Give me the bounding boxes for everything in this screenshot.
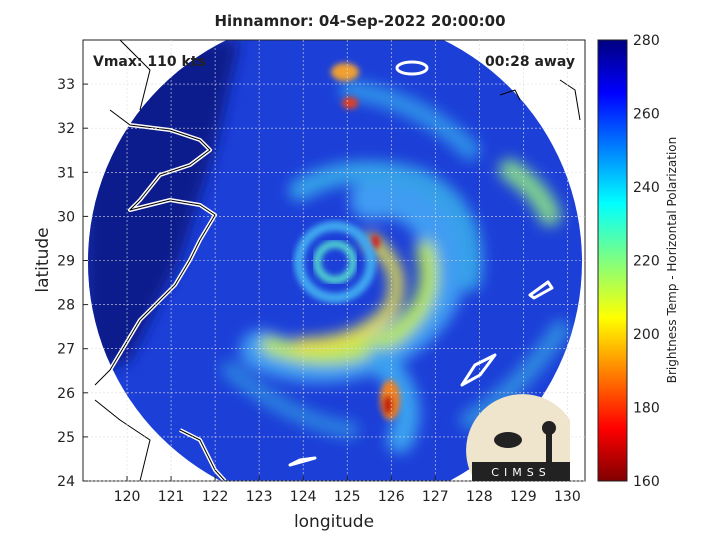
x-tick-label: 123 <box>246 489 273 505</box>
y-tick-label: 30 <box>57 209 75 225</box>
colorbar-tick-label: 260 <box>633 107 660 123</box>
colorbar-label: Brightness Temp - Horizontal Polarizatio… <box>665 137 679 384</box>
colorbar-tick-label: 180 <box>633 401 660 417</box>
y-tick-label: 24 <box>57 474 75 490</box>
y-tick-label: 32 <box>57 121 75 137</box>
x-tick-label: 129 <box>510 489 537 505</box>
y-tick-label: 26 <box>57 386 75 402</box>
x-tick-label: 128 <box>466 489 493 505</box>
y-tick-label: 29 <box>57 254 75 270</box>
colorbar <box>597 39 628 482</box>
x-tick-label: 121 <box>158 489 185 505</box>
y-tick-label: 25 <box>57 430 75 446</box>
y-tick-label: 28 <box>57 298 75 314</box>
logo-text: CIMSS <box>491 466 550 479</box>
colorbar-tick-label: 280 <box>633 33 660 49</box>
logo: CIMSS <box>466 394 570 481</box>
y-tick-label: 27 <box>57 342 75 358</box>
annotation: Vmax: 110 kts <box>93 54 206 70</box>
x-tick-label: 124 <box>290 489 317 505</box>
annotation: 00:28 away <box>485 54 575 70</box>
colorbar-tick-label: 200 <box>633 327 660 343</box>
x-tick-label: 127 <box>422 489 449 505</box>
x-tick-label: 125 <box>334 489 361 505</box>
y-axis-label: latitude <box>33 227 53 292</box>
y-tick-label: 33 <box>57 77 75 93</box>
x-tick-label: 126 <box>378 489 405 505</box>
x-tick-label: 122 <box>202 489 229 505</box>
colorbar-tick-label: 220 <box>633 254 660 270</box>
x-tick-label: 130 <box>554 489 581 505</box>
chart-title: Hinnamnor: 04-Sep-2022 20:00:00 <box>214 12 505 30</box>
colorbar-tick-label: 160 <box>633 474 660 490</box>
colorbar-tick-label: 240 <box>633 180 660 196</box>
y-tick-label: 31 <box>57 165 75 181</box>
x-axis-label: longitude <box>294 512 374 532</box>
x-tick-label: 120 <box>114 489 141 505</box>
